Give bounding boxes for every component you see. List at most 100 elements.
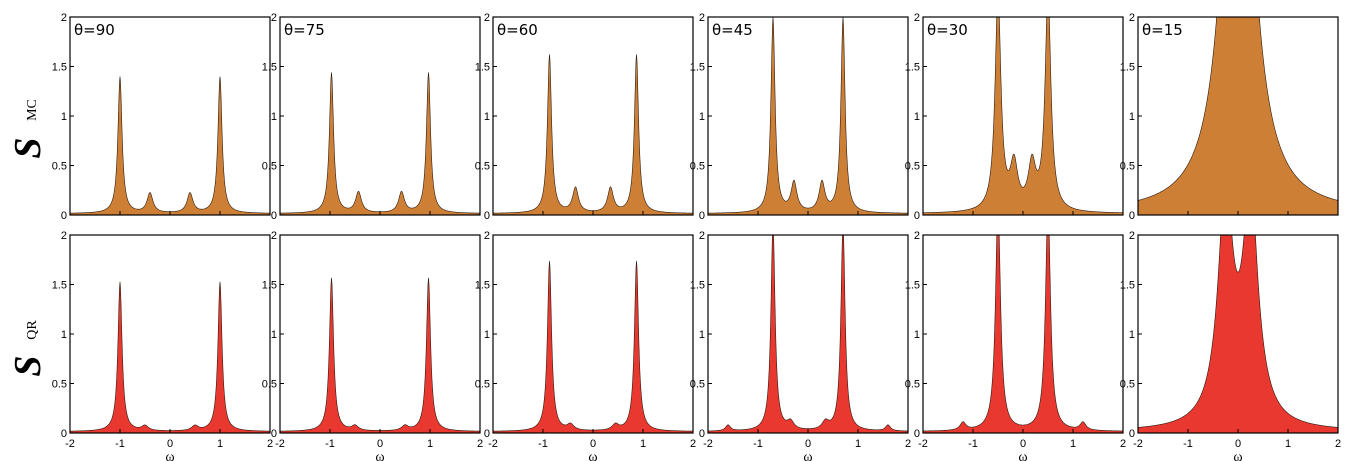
row-label-main-mc: S (7, 137, 49, 158)
y-tick-label: 1.5 (905, 280, 920, 292)
y-tick-label: 0 (699, 428, 705, 440)
y-tick-label: 2 (271, 230, 277, 242)
spectrum-area (708, 17, 908, 215)
y-tick-label: 1 (914, 329, 920, 341)
x-tick-label: 0 (1020, 438, 1026, 450)
y-tick-label: 1.5 (262, 280, 277, 292)
y-tick-label: 2 (699, 12, 705, 24)
x-tick-label: -2 (1133, 438, 1143, 450)
x-tick-label: 1 (640, 438, 646, 450)
y-tick-label: 1 (484, 329, 490, 341)
panel-0-3: 0 0.5 1 1.5 2 θ=45 (690, 12, 909, 222)
panel-frame (279, 16, 481, 216)
x-axis-label: ω (165, 450, 174, 461)
x-tick-label: 1 (855, 438, 861, 450)
y-tick-label: 0.5 (52, 379, 67, 391)
y-tick-label: 1.5 (52, 280, 67, 292)
x-axis-label: ω (375, 450, 384, 461)
panel-frame (922, 234, 1124, 434)
panel-1-2: 0 0.5 1 1.5 2 -2 -1 0 1 2 ω (475, 230, 696, 461)
x-axis-label: ω (1018, 450, 1027, 461)
panel-1-0: 0 0.5 1 1.5 2 -2 -1 0 1 2 ω (52, 230, 273, 461)
y-tick-label: 0.5 (262, 379, 277, 391)
y-tick-label: 0 (271, 210, 277, 222)
y-tick-label: 0.5 (1120, 379, 1135, 391)
spectrum-area (1138, 235, 1338, 433)
y-tick-label: 2 (1129, 230, 1135, 242)
spectrum-area (708, 235, 908, 433)
y-tick-label: 0 (61, 210, 67, 222)
spectrum-area (923, 17, 1123, 215)
spectrum-area (70, 281, 270, 433)
y-tick-label: 1 (1129, 329, 1135, 341)
theta-annotation: θ=90 (74, 21, 115, 39)
x-tick-label: 2 (905, 438, 911, 450)
y-tick-label: 1.5 (690, 280, 705, 292)
panel-1-4: 0 0.5 1 1.5 2 -2 -1 0 1 2 ω (905, 230, 1126, 461)
panel-frame (69, 234, 271, 434)
x-axis-label: ω (1233, 450, 1242, 461)
x-axis-label: ω (588, 450, 597, 461)
y-tick-label: 0 (61, 428, 67, 440)
panel-frame (707, 234, 909, 434)
y-tick-label: 0 (914, 210, 920, 222)
x-tick-label: -2 (918, 438, 928, 450)
y-tick-label: 0.5 (1120, 161, 1135, 173)
panel-frame (707, 16, 909, 216)
spectrum-area (280, 72, 480, 215)
y-tick-label: 1.5 (475, 280, 490, 292)
y-tick-label: 1.5 (475, 62, 490, 74)
y-tick-label: 0.5 (690, 161, 705, 173)
theta-annotation: θ=45 (712, 21, 753, 39)
y-tick-label: 2 (914, 12, 920, 24)
y-tick-label: 2 (484, 12, 490, 24)
y-tick-label: 1.5 (1120, 62, 1135, 74)
x-tick-label: -1 (968, 438, 978, 450)
y-tick-label: 1.5 (262, 62, 277, 74)
x-tick-label: -1 (538, 438, 548, 450)
y-tick-label: 1 (914, 111, 920, 123)
spectrum-area (493, 54, 693, 215)
panels: 0 0.5 1 1.5 2 θ=90 0 0.5 1 1.5 2 θ=75 0 0.5 1 1.5 2 θ=60 0… (52, 12, 1341, 461)
x-tick-label: 2 (1335, 438, 1341, 450)
x-tick-label: 2 (1120, 438, 1126, 450)
spectrum-area (280, 277, 480, 433)
x-tick-label: 2 (690, 438, 696, 450)
spectrum-area (493, 260, 693, 433)
y-tick-label: 0 (484, 210, 490, 222)
theta-annotation: θ=75 (284, 21, 325, 39)
y-tick-label: 0 (914, 428, 920, 440)
y-tick-label: 1.5 (1120, 280, 1135, 292)
row-labels: S MC S QR (7, 99, 49, 376)
y-tick-label: 1 (61, 329, 67, 341)
y-tick-label: 0.5 (905, 161, 920, 173)
x-tick-label: 0 (805, 438, 811, 450)
y-tick-label: 0 (484, 428, 490, 440)
x-tick-label: -1 (753, 438, 763, 450)
spectrum-area (1138, 17, 1338, 215)
panel-frame (279, 234, 481, 434)
x-tick-label: 0 (1235, 438, 1241, 450)
x-tick-label: -1 (1183, 438, 1193, 450)
y-tick-label: 2 (699, 230, 705, 242)
panel-0-5: 0 0.5 1 1.5 2 θ=15 (1120, 12, 1339, 222)
y-tick-label: 1.5 (690, 62, 705, 74)
y-tick-label: 0 (271, 428, 277, 440)
panel-frame (492, 16, 694, 216)
x-tick-label: 1 (1070, 438, 1076, 450)
x-tick-label: 1 (217, 438, 223, 450)
x-tick-label: 0 (167, 438, 173, 450)
theta-annotation: θ=15 (1142, 21, 1183, 39)
y-tick-label: 2 (1129, 12, 1135, 24)
theta-annotation: θ=30 (927, 21, 968, 39)
panel-0-2: 0 0.5 1 1.5 2 θ=60 (475, 12, 694, 222)
y-tick-label: 0 (699, 210, 705, 222)
y-tick-label: 0 (1129, 428, 1135, 440)
x-tick-label: -2 (65, 438, 75, 450)
row-label-main-qr: S (7, 355, 49, 376)
theta-annotation: θ=60 (497, 21, 538, 39)
y-tick-label: 1.5 (52, 62, 67, 74)
x-tick-label: 0 (377, 438, 383, 450)
spectrum-area (923, 235, 1123, 433)
